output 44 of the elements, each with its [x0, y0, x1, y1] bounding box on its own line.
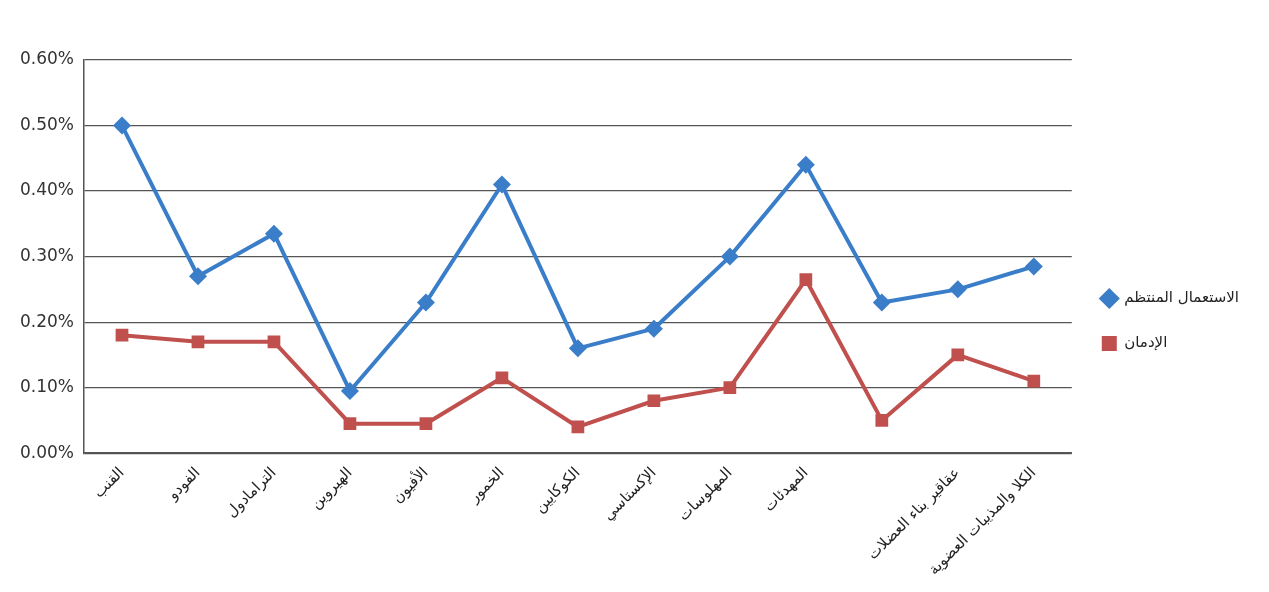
point: [644, 319, 663, 338]
y-tick-label: 0.00%: [19, 441, 74, 462]
point: [188, 267, 207, 286]
point: [113, 116, 131, 135]
point: [1027, 374, 1041, 388]
y-tick-label: 0.40%: [19, 179, 74, 200]
point: [495, 371, 509, 385]
point: [875, 414, 889, 427]
legend-label: الإدمان: [1124, 333, 1168, 352]
point: [948, 280, 967, 299]
point: [720, 247, 739, 266]
point: [568, 339, 587, 358]
y-tick-label: 0.60%: [19, 48, 74, 69]
point: [799, 273, 813, 286]
point: [416, 293, 435, 312]
point: [796, 155, 815, 174]
point: [340, 381, 359, 400]
point: [115, 328, 129, 342]
x-tick-label: الترامادول: [222, 463, 280, 521]
point: [1024, 257, 1043, 276]
point: [264, 224, 283, 243]
x-tick-label: المهلوسات: [674, 463, 736, 525]
y-tick-label: 0.30%: [19, 245, 74, 266]
point: [872, 293, 891, 312]
x-tick-label: الخمور: [464, 463, 508, 507]
y-tick-label: 0.50%: [19, 113, 74, 134]
x-tick-label: القنب: [89, 463, 128, 502]
point: [951, 348, 965, 362]
x-tick-label: الإكستاسي: [599, 463, 661, 525]
x-tick-label: المهدئات: [759, 463, 812, 516]
y-tick-label: 0.10%: [19, 376, 74, 397]
point: [419, 417, 433, 431]
point: [267, 335, 281, 349]
y-tick-label: 0.20%: [19, 310, 74, 331]
x-tick-label: الفودو: [163, 463, 204, 504]
point: [647, 394, 661, 408]
x-tick-label: الأفيون: [387, 462, 432, 507]
point: [343, 417, 357, 431]
x-tick-label: الهيروين: [306, 463, 356, 513]
point: [492, 175, 511, 194]
legend-label: الاستعمال المنتظم: [1124, 288, 1240, 307]
point: [723, 381, 737, 395]
point: [191, 335, 205, 349]
x-tick-label: الكوكايين: [530, 463, 584, 517]
